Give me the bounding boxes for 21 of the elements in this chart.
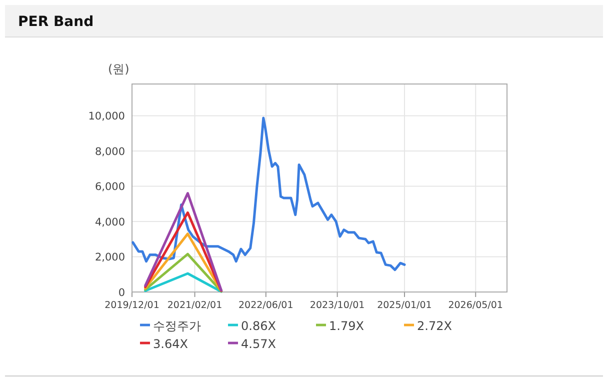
y-tick-label: 10,000 [88,110,125,123]
legend-label: 수정주가 [153,319,201,333]
x-tick-label: 2023/10/01 [310,300,365,311]
y-tick-label: 4,000 [94,216,125,228]
x-tick-label: 2021/02/01 [167,300,222,311]
y-axis-title: (원) [108,62,130,76]
x-tick-label: 2026/05/01 [448,300,503,311]
x-tick-label: 2025/01/01 [377,300,432,311]
chart-title: PER Band [18,14,94,30]
legend-label: 3.64X [153,337,188,351]
legend-label: 4.57X [241,337,276,351]
legend-label: 1.79X [329,319,364,333]
line-series [132,116,406,272]
y-tick-label: 6,000 [94,181,125,194]
x-tick-label: 2022/06/01 [238,300,294,311]
y-tick-label: 0 [118,287,125,299]
x-tick-label: 2019/12/01 [104,300,160,311]
y-tick-label: 2,000 [94,252,125,264]
legend-label: 0.86X [241,319,276,333]
y-tick-label: 8,000 [94,146,125,158]
legend-label: 2.72X [417,319,452,333]
